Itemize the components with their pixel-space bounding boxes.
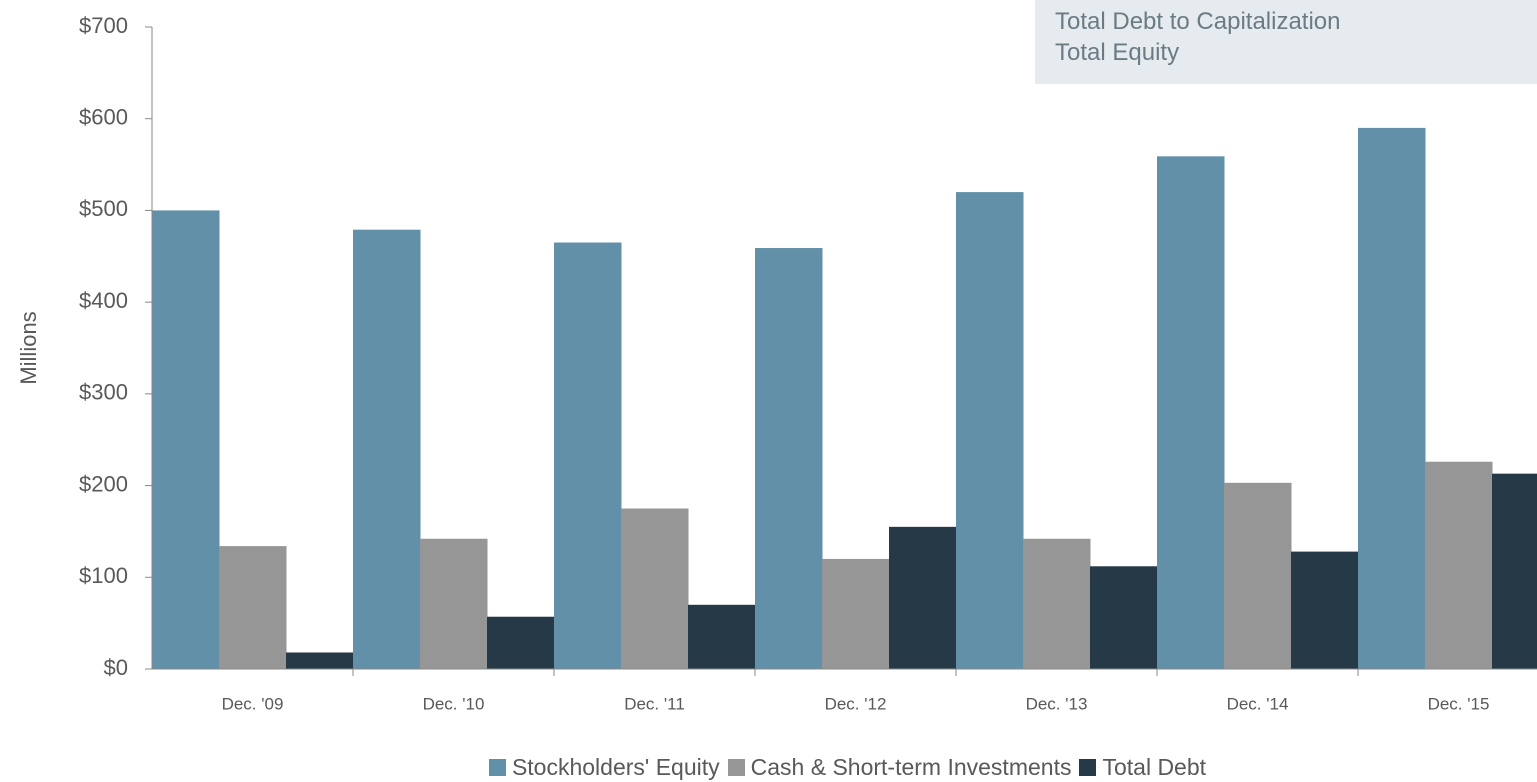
y-tick-label: $200 bbox=[79, 471, 128, 496]
legend-label: Total Debt bbox=[1102, 754, 1207, 780]
bar bbox=[1291, 551, 1359, 669]
bar bbox=[1358, 127, 1426, 669]
annotation: Total Debt to Capitalization bbox=[1055, 8, 1341, 35]
legend-label: Cash & Short-term Investments bbox=[750, 754, 1072, 780]
y-tick-label: $400 bbox=[79, 288, 128, 313]
x-tick-label: Dec. '12 bbox=[825, 694, 887, 713]
bar bbox=[1224, 482, 1292, 669]
y-axis-label: Millions bbox=[16, 311, 41, 384]
bar bbox=[755, 248, 823, 669]
x-tick-label: Dec. '11 bbox=[624, 694, 685, 713]
legend-item: Cash & Short-term Investments bbox=[727, 754, 1072, 781]
bar bbox=[487, 616, 555, 669]
bar bbox=[1492, 473, 1537, 669]
x-tick-label: Dec. '15 bbox=[1428, 694, 1490, 713]
x-tick-label: Dec. '09 bbox=[222, 694, 284, 713]
legend-swatch bbox=[1079, 759, 1097, 776]
bar bbox=[420, 538, 488, 669]
legend-item: Stockholders' Equity bbox=[488, 754, 720, 781]
y-tick-label: $300 bbox=[79, 380, 128, 405]
legend-label: Stockholders' Equity bbox=[511, 754, 720, 780]
legend-swatch bbox=[727, 759, 745, 776]
legend-swatch bbox=[488, 759, 506, 776]
y-tick-label: $600 bbox=[79, 105, 128, 130]
y-tick-label: $500 bbox=[79, 196, 128, 221]
bar bbox=[1157, 156, 1225, 669]
bar bbox=[956, 192, 1024, 670]
y-tick-label: $100 bbox=[79, 563, 128, 588]
bar bbox=[1425, 461, 1493, 669]
x-tick-label: Dec. '13 bbox=[1026, 694, 1088, 713]
legend-item: Total Debt bbox=[1079, 754, 1206, 781]
bar bbox=[286, 652, 354, 669]
bar bbox=[822, 558, 890, 669]
bar bbox=[889, 526, 957, 669]
annotation: Total Equity bbox=[1055, 39, 1180, 66]
legend: Stockholders' Equity Cash & Short-term In… bbox=[0, 754, 1537, 781]
y-tick-label: $0 bbox=[104, 655, 128, 680]
y-tick-label: $700 bbox=[79, 13, 128, 38]
bar bbox=[1090, 566, 1158, 669]
bar bbox=[219, 546, 287, 669]
annotation-box: Total Debt to Capitalization Total Equit… bbox=[1035, 0, 1537, 84]
bar bbox=[688, 604, 756, 669]
bar bbox=[353, 229, 421, 669]
bar bbox=[621, 508, 689, 669]
x-tick-label: Dec. '10 bbox=[423, 694, 485, 713]
bar bbox=[554, 242, 622, 669]
x-tick-label: Dec. '14 bbox=[1227, 694, 1289, 713]
bar bbox=[1023, 538, 1091, 669]
bar bbox=[152, 210, 220, 669]
